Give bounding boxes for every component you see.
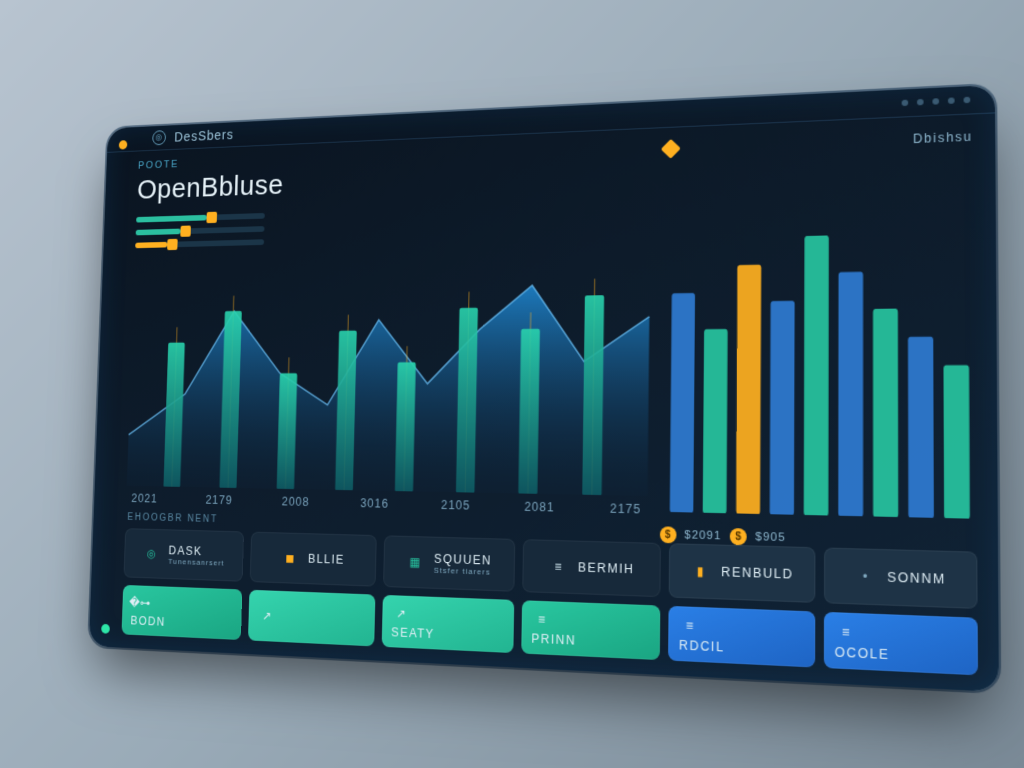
tile-BERMIH[interactable]: ≡ BERMIH: [522, 539, 661, 597]
slider-2[interactable]: [135, 239, 264, 248]
side-title: Dbishsu: [913, 129, 973, 146]
side-chart: [658, 156, 977, 519]
xaxis-label: 2008: [282, 495, 310, 509]
tile-SONNM[interactable]: • SONNM: [824, 547, 978, 608]
tile-sublabel: Stsfer tiarers: [434, 565, 492, 576]
tile-grid: ◎DASKTunensanrsert ◼ BLLIE ▦SQUUENStsfer ti…: [89, 527, 999, 692]
tile-SEATY[interactable]: ↗SEATY: [381, 595, 514, 653]
slider-0[interactable]: [136, 213, 265, 223]
tile-RDCIL[interactable]: ≡RDCIL: [668, 606, 814, 668]
text-icon: ≡: [835, 621, 857, 644]
xaxis-label: 3016: [360, 496, 389, 510]
text-icon: ≡: [679, 615, 700, 637]
text-icon: ≡: [531, 609, 551, 630]
tile-label: RDCIL: [679, 638, 804, 659]
dashboard-device: ◎ DesSbers POOTE OpenBbluse 202121792008…: [89, 85, 999, 692]
tile-SQUUEN[interactable]: ▦SQUUENStsfer tiarers: [383, 535, 516, 591]
xaxis-label: 2175: [610, 501, 641, 516]
tile-label: SEATY: [391, 625, 504, 644]
flag-icon: ▮: [690, 560, 711, 582]
tile-BODN[interactable]: �⊶BODN: [122, 585, 243, 640]
window-controls[interactable]: [902, 96, 971, 105]
tile-label: OCOLE: [835, 645, 967, 666]
square-icon: ◼: [281, 548, 300, 568]
steering-icon: ◎: [142, 544, 160, 564]
tile-OCOLE[interactable]: ≡OCOLE: [824, 612, 978, 676]
tile-sublabel: Tunensanrsert: [168, 557, 224, 568]
tile-label: BODN: [130, 614, 233, 632]
tile-DASK[interactable]: ◎DASKTunensanrsert: [124, 528, 245, 582]
main-panel: POOTE OpenBbluse 20212179200830162105208…: [125, 138, 651, 542]
xaxis-label: 2105: [441, 498, 471, 513]
xaxis-label: 2179: [205, 493, 232, 507]
metric-value: $2091: [684, 529, 721, 543]
grid-icon: ▦: [405, 552, 424, 573]
tile-PRINN[interactable]: ≡PRINN: [521, 600, 660, 660]
side-panel: Dbishsu $ $2091 $ $905: [657, 124, 977, 551]
coin-icon: $: [659, 526, 676, 543]
tile-label: SONNM: [887, 570, 946, 587]
arrow-icon: ↗: [391, 603, 410, 624]
app-icon: ◎: [152, 130, 166, 145]
nodes-icon: �⊶: [131, 593, 149, 613]
coin-icon: $: [730, 528, 747, 545]
tile-label: PRINN: [531, 631, 650, 651]
diamond-icon: [660, 138, 680, 158]
xaxis-label: 2021: [131, 492, 158, 506]
tile-RENBULD[interactable]: ▮ RENBULD: [669, 543, 815, 603]
tile-arrow-icon[interactable]: ↗: [248, 590, 375, 647]
dot-icon: •: [854, 565, 876, 587]
text-icon: ≡: [548, 556, 568, 577]
metric-value: $905: [755, 531, 786, 545]
app-title: DesSbers: [174, 127, 234, 144]
tile-label: RENBULD: [721, 565, 793, 582]
main-chart: [127, 238, 650, 496]
tile-label: BLLIE: [308, 552, 345, 567]
tile-BLLIE[interactable]: ◼ BLLIE: [250, 532, 376, 587]
arrow-icon: ↗: [258, 606, 277, 626]
slider-1[interactable]: [136, 226, 265, 235]
xaxis-label: 2081: [524, 500, 554, 515]
tile-label: BERMIH: [578, 560, 635, 576]
